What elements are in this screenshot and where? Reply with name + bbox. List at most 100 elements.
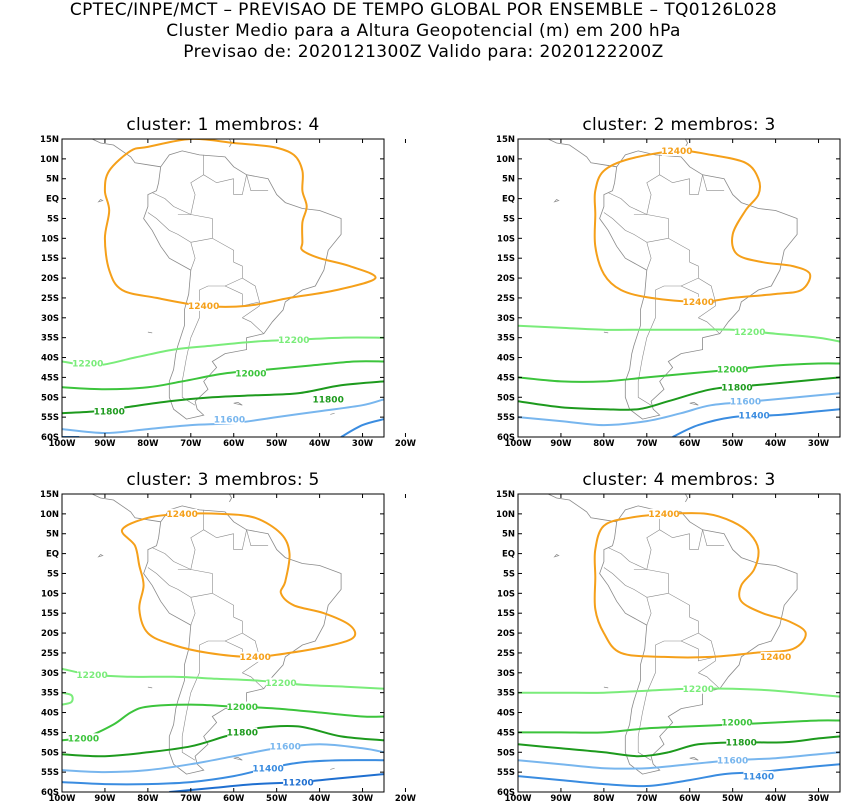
coastline-central-america (539, 494, 617, 523)
lat-tick-label: 10S (41, 589, 59, 599)
country-border (152, 547, 191, 570)
map-frame (61, 138, 385, 438)
contour-12000 (62, 703, 384, 742)
lat-tick-label: 25S (497, 649, 515, 659)
lat-tick-label: 50S (497, 393, 515, 403)
country-border (246, 529, 269, 546)
contour-11600 (518, 392, 840, 427)
lat-tick-label: 15N (40, 135, 59, 145)
contour-11800 (518, 376, 840, 411)
lat-tick-label: 10S (497, 589, 515, 599)
contour-label-12000: 12000 (227, 703, 258, 713)
map-frame (517, 493, 841, 793)
map-content: 12400 12400 12200 12200 12000 12000 11800 11600… (62, 494, 384, 792)
lon-tick-label: 50W (266, 794, 288, 803)
map-content: 12400 12200 12200 12000 11800 11800 11600 (62, 139, 384, 437)
contour-label-bg (68, 733, 99, 744)
lat-tick-label: 5S (503, 569, 515, 579)
contour-12400 (593, 149, 812, 303)
country-border (203, 509, 234, 539)
lat-tick-label: 25S (41, 294, 59, 304)
contour-label-12400: 12400 (240, 653, 271, 663)
lon-tick-label: 30W (808, 439, 830, 449)
lat-tick-label: 40S (497, 709, 515, 719)
coastline-central-america (83, 139, 161, 168)
contour-11400 (340, 418, 384, 437)
lon-tick-label: 20W (395, 794, 417, 803)
lat-tick-label: 40S (41, 354, 59, 364)
lat-tick-label: 55S (497, 768, 515, 778)
panel-title: cluster: 1 membros: 4 (126, 115, 319, 135)
lat-tick-label: 40S (497, 354, 515, 364)
lon-tick-label: 70W (636, 794, 658, 803)
lat-tick-label: 5S (47, 214, 59, 224)
coastline-south-america (143, 150, 342, 420)
lon-tick-label: 50W (266, 439, 288, 449)
country-border (224, 277, 260, 307)
lon-tick-label: 30W (808, 794, 830, 803)
contour-label-12200: 12200 (734, 328, 765, 338)
island (603, 686, 609, 689)
contour-12400 (103, 139, 377, 308)
country-border (689, 174, 703, 195)
lat-tick-label: 15N (496, 490, 515, 500)
lon-tick-label: 60W (223, 794, 245, 803)
lon-tick-label: 70W (180, 794, 202, 803)
lat-tick-label: 55S (41, 413, 59, 423)
coastline-south-america (599, 150, 798, 420)
contour-12400 (593, 512, 807, 659)
lon-tick-label: 80W (137, 794, 159, 803)
country-border (608, 547, 647, 570)
contour-label-11800: 11800 (721, 384, 752, 394)
contour-12200 (518, 324, 840, 343)
island (689, 757, 699, 761)
country-border (242, 672, 265, 689)
lat-tick-label: 25S (497, 294, 515, 304)
figure-title-line1: CPTEC/INPE/MCT – PREVISAO DE TEMPO GLOBA… (69, 0, 778, 20)
country-border (181, 645, 200, 761)
lat-tick-label: 30S (497, 314, 515, 324)
island (147, 686, 153, 689)
country-border (152, 192, 191, 215)
contour-label-bg (721, 717, 752, 728)
country-border (177, 174, 204, 215)
lat-tick-label: 50S (41, 748, 59, 758)
lon-tick-label: 100W (504, 439, 532, 449)
island (330, 412, 335, 415)
contour-label-bg (283, 777, 314, 788)
country-border (203, 154, 234, 184)
country-border (177, 529, 204, 570)
contour-label-12400: 12400 (760, 653, 791, 663)
country-border (698, 301, 716, 319)
lat-tick-label: 30S (497, 669, 515, 679)
lon-tick-label: 100W (48, 439, 76, 449)
contour-label-12000: 12000 (721, 719, 752, 729)
country-border (646, 242, 652, 271)
lat-tick-label: 40S (41, 709, 59, 719)
country-border (698, 317, 721, 334)
country-border (190, 214, 213, 239)
island (147, 331, 153, 334)
lat-tick-label: 15S (497, 254, 515, 264)
contour-label-11600: 11600 (270, 743, 301, 753)
country-border (233, 174, 247, 195)
contour-12200 (62, 691, 74, 706)
contour-11800 (62, 724, 384, 758)
map-panel-cluster-2: cluster: 2 membros: 3 12400 12400 12200 1200… (496, 115, 841, 449)
contour-label-12000: 12000 (235, 370, 266, 380)
lon-tick-label: 100W (504, 794, 532, 803)
contour-12200 (62, 667, 384, 690)
contour-label-bg (270, 741, 301, 752)
panel-title: cluster: 4 membros: 3 (582, 470, 775, 490)
contour-label-11600: 11600 (730, 397, 761, 407)
country-border (646, 214, 669, 239)
island (553, 553, 560, 558)
lon-tick-label: 70W (180, 439, 202, 449)
map-content: 12400 12400 12200 12000 11800 11600 11400 (518, 494, 840, 788)
contour-label-11400: 11400 (738, 411, 769, 421)
contour-label-bg (72, 358, 103, 369)
country-border (190, 242, 196, 271)
lat-tick-label: 35S (497, 334, 515, 344)
coastline-caribbean (685, 494, 689, 503)
